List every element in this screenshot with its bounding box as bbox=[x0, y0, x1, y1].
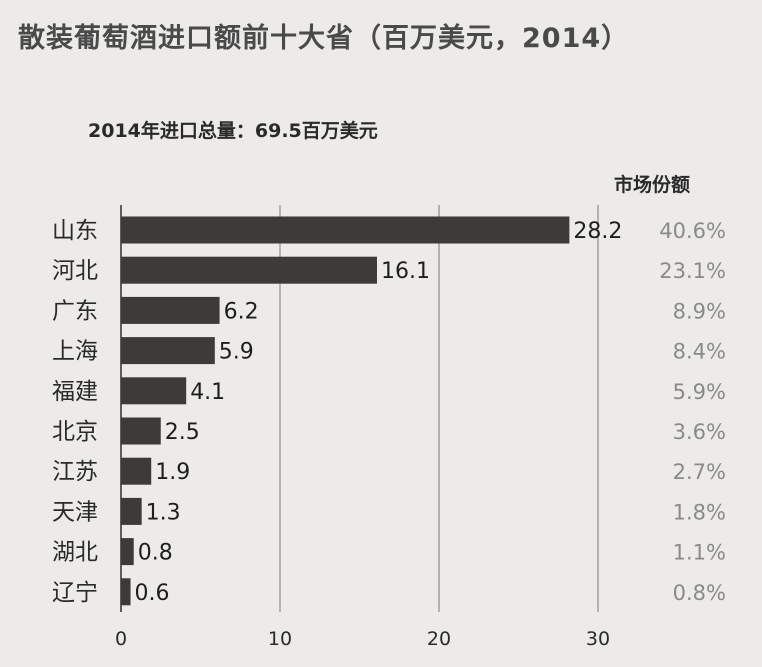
market-share-label: 8.9% bbox=[673, 299, 726, 323]
value-label: 0.8 bbox=[138, 541, 173, 566]
bars bbox=[121, 216, 570, 606]
x-tick-label: 10 bbox=[268, 628, 292, 650]
value-label: 1.9 bbox=[155, 460, 190, 485]
market-share-label: 0.8% bbox=[673, 581, 726, 605]
bar-5 bbox=[121, 417, 161, 445]
market-share-label: 23.1% bbox=[659, 259, 726, 283]
value-label: 1.3 bbox=[146, 500, 181, 525]
bar-3 bbox=[121, 337, 215, 365]
bar-2 bbox=[121, 296, 220, 324]
chart-subtitle: 2014年进口总量：69.5百万美元 bbox=[88, 120, 378, 142]
value-label: 5.9 bbox=[219, 340, 254, 365]
bar-7 bbox=[121, 497, 142, 525]
x-tick-label: 20 bbox=[427, 628, 451, 650]
market-share-label: 2.7% bbox=[673, 460, 726, 484]
bar-0 bbox=[121, 216, 570, 244]
category-label: 天津 bbox=[52, 499, 98, 525]
category-label: 河北 bbox=[52, 258, 98, 284]
x-tick-label: 0 bbox=[115, 628, 127, 650]
bar-6 bbox=[121, 457, 152, 485]
value-label: 6.2 bbox=[224, 299, 259, 324]
market-share-label: 3.6% bbox=[673, 420, 726, 444]
bar-1 bbox=[121, 256, 377, 284]
bar-8 bbox=[121, 538, 134, 566]
category-label: 湖北 bbox=[52, 540, 98, 566]
value-label: 0.6 bbox=[135, 581, 170, 606]
category-label: 福建 bbox=[52, 379, 98, 405]
category-label: 上海 bbox=[52, 339, 98, 365]
market-share-header: 市场份额 bbox=[614, 174, 691, 196]
category-label: 北京 bbox=[52, 419, 98, 445]
value-label: 16.1 bbox=[381, 259, 430, 284]
category-label: 山东 bbox=[52, 218, 98, 244]
bar-4 bbox=[121, 377, 187, 405]
category-label: 辽宁 bbox=[52, 580, 98, 606]
market-share-label: 5.9% bbox=[673, 380, 726, 404]
labels: 0 10 20 30 山东 28.2 40.6% 河北 16.1 23.1% 广东 6.2 8.9% 上海… bbox=[52, 218, 726, 650]
market-share-label: 8.4% bbox=[673, 340, 726, 364]
value-label: 2.5 bbox=[165, 420, 200, 445]
market-share-label: 1.8% bbox=[673, 500, 726, 524]
category-label: 广东 bbox=[52, 298, 98, 324]
chart-title: 散装葡萄酒进口额前十大省（百万美元，2014） bbox=[18, 23, 630, 54]
category-label: 江苏 bbox=[52, 459, 98, 485]
x-tick-label: 30 bbox=[586, 628, 610, 650]
bar-9 bbox=[121, 578, 131, 606]
value-label: 28.2 bbox=[573, 219, 622, 244]
market-share-label: 1.1% bbox=[673, 541, 726, 565]
value-label: 4.1 bbox=[190, 380, 225, 405]
market-share-label: 40.6% bbox=[659, 219, 726, 243]
